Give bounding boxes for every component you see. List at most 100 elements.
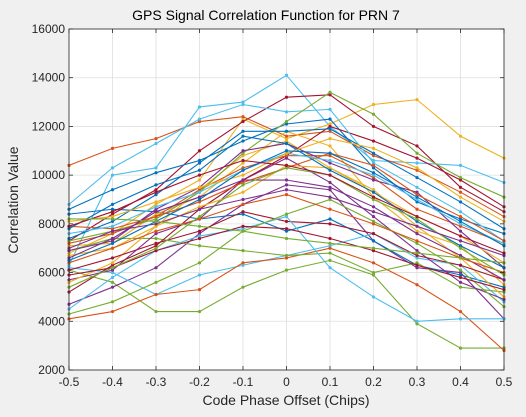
data-point: [459, 317, 462, 320]
data-point: [241, 203, 244, 206]
data-point: [154, 183, 157, 186]
data-point: [328, 127, 331, 130]
data-point: [459, 239, 462, 242]
data-point: [198, 178, 201, 181]
data-point: [198, 288, 201, 291]
data-point: [198, 118, 201, 121]
data-point: [154, 166, 157, 169]
data-point: [459, 281, 462, 284]
data-point: [198, 273, 201, 276]
data-point: [198, 244, 201, 247]
data-point: [328, 195, 331, 198]
data-point: [372, 113, 375, 116]
data-point: [111, 242, 114, 245]
data-point: [241, 159, 244, 162]
data-point: [241, 230, 244, 233]
data-point: [241, 169, 244, 172]
y-tick-label: 2000: [38, 363, 65, 377]
x-tick-label: -0.4: [102, 375, 123, 389]
data-point: [198, 215, 201, 218]
data-point: [111, 147, 114, 150]
data-point: [154, 200, 157, 203]
data-point: [285, 135, 288, 138]
data-point: [459, 256, 462, 259]
data-point: [198, 191, 201, 194]
y-tick-label: 10000: [32, 168, 66, 182]
data-point: [241, 286, 244, 289]
data-point: [459, 176, 462, 179]
x-tick-label: 0.4: [452, 375, 469, 389]
data-point: [198, 310, 201, 313]
data-point: [415, 166, 418, 169]
data-point: [154, 266, 157, 269]
data-point: [328, 237, 331, 240]
data-point: [328, 251, 331, 254]
y-tick-label: 4000: [38, 314, 65, 328]
data-point: [198, 261, 201, 264]
data-point: [154, 215, 157, 218]
data-point: [372, 103, 375, 106]
x-tick-label: -0.5: [59, 375, 80, 389]
data-point: [154, 242, 157, 245]
data-point: [154, 281, 157, 284]
data-point: [285, 193, 288, 196]
data-point: [285, 227, 288, 230]
data-point: [198, 208, 201, 211]
data-point: [285, 220, 288, 223]
data-point: [372, 247, 375, 250]
data-point: [154, 191, 157, 194]
data-point: [285, 178, 288, 181]
data-point: [285, 188, 288, 191]
data-point: [198, 230, 201, 233]
data-point: [372, 139, 375, 142]
data-point: [154, 205, 157, 208]
data-point: [372, 125, 375, 128]
data-point: [111, 247, 114, 250]
data-point: [328, 186, 331, 189]
data-point: [415, 98, 418, 101]
data-point: [241, 103, 244, 106]
data-point: [241, 249, 244, 252]
data-point: [198, 105, 201, 108]
data-point: [241, 149, 244, 152]
data-point: [198, 237, 201, 240]
data-point: [415, 195, 418, 198]
data-point: [285, 96, 288, 99]
data-point: [154, 293, 157, 296]
data-point: [459, 276, 462, 279]
data-point: [372, 222, 375, 225]
data-point: [328, 118, 331, 121]
x-tick-label: 0.3: [409, 375, 426, 389]
data-point: [459, 215, 462, 218]
data-point: [154, 137, 157, 140]
data-point: [415, 161, 418, 164]
data-point: [328, 144, 331, 147]
data-point: [328, 259, 331, 262]
data-point: [111, 261, 114, 264]
data-point: [198, 225, 201, 228]
data-point: [241, 191, 244, 194]
data-point: [459, 210, 462, 213]
data-point: [111, 237, 114, 240]
data-point: [415, 144, 418, 147]
data-point: [415, 225, 418, 228]
y-tick-label: 8000: [38, 217, 65, 231]
data-point: [328, 152, 331, 155]
data-point: [241, 210, 244, 213]
data-point: [459, 164, 462, 167]
y-tick-label: 6000: [38, 266, 65, 280]
data-point: [111, 210, 114, 213]
data-point: [415, 176, 418, 179]
data-point: [328, 159, 331, 162]
data-point: [415, 156, 418, 159]
data-point: [415, 251, 418, 254]
data-point: [154, 210, 157, 213]
data-point: [459, 186, 462, 189]
x-tick-label: 0: [283, 375, 290, 389]
data-point: [415, 232, 418, 235]
data-point: [285, 149, 288, 152]
data-point: [285, 254, 288, 257]
data-point: [372, 295, 375, 298]
